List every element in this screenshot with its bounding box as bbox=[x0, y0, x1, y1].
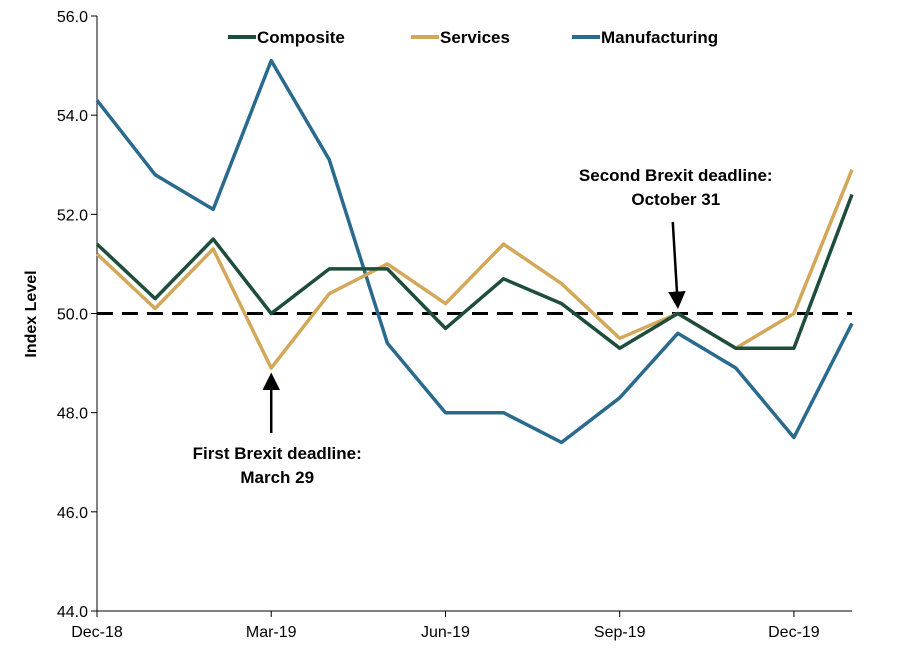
y-axis-label: Index Level bbox=[23, 270, 40, 357]
y-tick-label: 52.0 bbox=[57, 207, 88, 224]
y-tick-label: 50.0 bbox=[57, 307, 88, 324]
x-axis: Dec-18 Mar-19 Jun-19 Sep-19 Dec-19 bbox=[71, 611, 820, 641]
y-tick-label: 54.0 bbox=[57, 108, 88, 125]
legend-label-manufacturing: Manufacturing bbox=[601, 28, 718, 47]
y-tick-label: 48.0 bbox=[57, 406, 88, 423]
y-axis: 44.0 46.0 48.0 50.0 52.0 54.0 56.0 bbox=[57, 9, 97, 621]
annotation-arrow bbox=[668, 221, 686, 309]
x-tick-label: Mar-19 bbox=[246, 624, 297, 641]
series-layer bbox=[95, 58, 854, 445]
series-line-manufacturing bbox=[95, 58, 854, 445]
x-tick-label: Dec-19 bbox=[768, 624, 820, 641]
annotations: First Brexit deadline: March 29 Second Bre… bbox=[193, 166, 773, 487]
legend: Composite Services Manufacturing bbox=[228, 28, 718, 47]
series-line-services bbox=[95, 169, 854, 370]
legend-label-composite: Composite bbox=[257, 28, 345, 47]
x-tick-label: Dec-18 bbox=[71, 624, 123, 641]
y-tick-label: 56.0 bbox=[57, 9, 88, 26]
series-line-composite bbox=[95, 193, 854, 350]
x-tick-label: Jun-19 bbox=[421, 624, 470, 641]
annotation-text: First Brexit deadline: bbox=[193, 444, 362, 463]
legend-label-services: Services bbox=[440, 28, 510, 47]
y-tick-label: 44.0 bbox=[57, 604, 88, 621]
x-tick-label: Sep-19 bbox=[594, 624, 646, 641]
y-tick-label: 46.0 bbox=[57, 505, 88, 522]
annotation-text: October 31 bbox=[631, 190, 720, 209]
annotation-text: Second Brexit deadline: bbox=[579, 166, 773, 185]
annotation-text: March 29 bbox=[240, 468, 314, 487]
